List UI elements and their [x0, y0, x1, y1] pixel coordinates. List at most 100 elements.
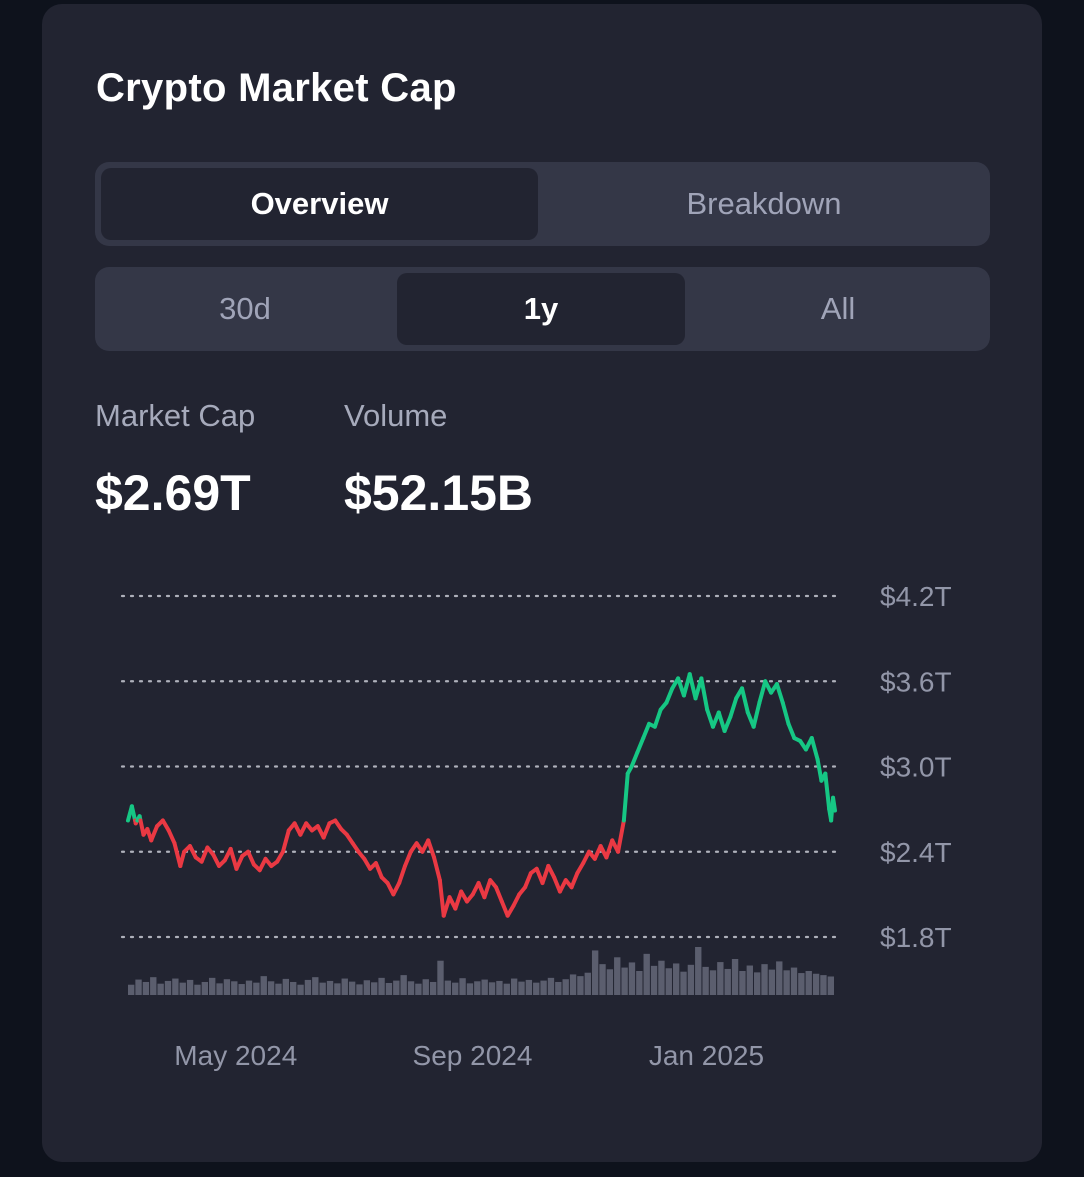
volume-bar	[665, 968, 672, 995]
volume-bar	[488, 982, 496, 995]
line-segment	[823, 771, 832, 812]
line-segment	[499, 899, 510, 918]
volume-bar	[304, 979, 312, 995]
volume-bar	[702, 966, 709, 995]
volume-bar	[253, 982, 260, 995]
line-segment	[687, 672, 698, 701]
line-segment	[426, 838, 437, 860]
volume-bar	[429, 981, 437, 995]
line-segment	[166, 828, 177, 846]
line-segment	[432, 855, 442, 883]
line-segment	[664, 686, 675, 705]
volume-bar	[643, 953, 650, 995]
volume-bar	[562, 979, 569, 995]
volume-bar	[459, 978, 466, 995]
market-cap-label: Market Cap	[95, 398, 256, 433]
volume-bar	[172, 978, 179, 995]
volume-bar	[584, 972, 591, 995]
volume-bar	[142, 981, 150, 995]
line-segment	[786, 721, 797, 741]
y-tick-label: $3.6T	[880, 666, 952, 697]
range-1y[interactable]: 1y	[397, 273, 685, 345]
line-segment	[437, 878, 446, 918]
volume-bar	[650, 965, 658, 995]
volume-bar	[820, 975, 827, 995]
volume-bar	[452, 982, 459, 995]
market-cap-value: $2.69T	[95, 465, 251, 521]
volume-bars	[128, 947, 834, 995]
volume-bar	[776, 961, 783, 995]
line-segment	[228, 846, 239, 871]
volume-bar	[798, 973, 805, 995]
volume-bar	[510, 978, 518, 995]
range-toggle: 30d 1y All	[95, 267, 990, 351]
volume-bar	[518, 981, 525, 995]
volume-bar	[260, 976, 267, 995]
volume-bar	[591, 950, 599, 995]
range-30d[interactable]: 30d	[219, 291, 271, 326]
volume-bar	[525, 979, 533, 995]
volume-bar	[157, 983, 164, 995]
volume-bar	[599, 964, 606, 995]
volume-bar	[312, 977, 319, 995]
volume-bar	[128, 984, 135, 995]
volume-bar	[400, 975, 407, 995]
volume-bar	[267, 981, 275, 995]
volume-bar	[319, 982, 326, 995]
volume-bar	[245, 980, 253, 995]
volume-bar	[547, 977, 555, 995]
volume-bar	[209, 977, 216, 995]
volume-bar	[805, 971, 812, 995]
volume-bar	[658, 960, 665, 995]
volume-bar	[672, 963, 680, 995]
volume-bar	[812, 973, 820, 995]
volume-bar	[739, 971, 746, 995]
volume-bar	[628, 962, 636, 995]
volume-bar	[135, 979, 142, 995]
volume-bar	[768, 969, 776, 995]
volume-bar	[746, 965, 753, 995]
volume-bar	[503, 983, 510, 995]
y-tick-label: $4.2T	[880, 581, 952, 612]
grid-lines	[120, 594, 842, 939]
line-segment	[199, 845, 210, 864]
volume-bar	[444, 980, 452, 995]
line-segment	[246, 849, 256, 867]
volume-bar	[326, 980, 334, 995]
volume-bar	[614, 957, 621, 995]
tab-breakdown[interactable]: Breakdown	[686, 186, 842, 221]
line-segment	[621, 771, 630, 823]
x-tick-label: May 2024	[174, 1040, 297, 1071]
line-segment	[540, 863, 551, 886]
line-segment	[523, 871, 533, 890]
line-segment	[780, 700, 791, 726]
volume-bar	[717, 962, 724, 995]
line-segment	[809, 736, 820, 762]
range-all[interactable]: All	[820, 291, 856, 326]
volume-bar	[150, 977, 157, 995]
market-cap-chart[interactable]: $4.2T $3.6T $3.0T $2.4T $1.8T May 2024 Sep 20…	[42, 4, 1042, 1162]
line-segment	[187, 844, 198, 860]
price-line	[126, 672, 837, 918]
line-segment	[716, 710, 727, 733]
volume-bar	[577, 976, 584, 995]
volume-bar	[481, 979, 488, 995]
line-segment	[494, 885, 504, 904]
volume-bar	[363, 980, 371, 995]
line-segment	[234, 854, 245, 871]
line-segment	[757, 679, 768, 705]
line-segment	[629, 750, 640, 769]
volume-bar	[194, 984, 201, 995]
line-segment	[699, 676, 710, 712]
volume-bar	[709, 970, 717, 995]
line-segment	[652, 707, 663, 729]
volume-value: $52.15B	[344, 465, 534, 521]
volume-bar	[680, 971, 687, 995]
view-toggle: Overview Breakdown	[95, 162, 990, 246]
volume-bar	[540, 980, 547, 995]
tab-overview[interactable]: Overview	[101, 168, 538, 240]
line-segment	[397, 863, 407, 886]
volume-bar	[282, 978, 290, 995]
line-segment	[402, 849, 413, 868]
volume-bar	[606, 969, 614, 995]
